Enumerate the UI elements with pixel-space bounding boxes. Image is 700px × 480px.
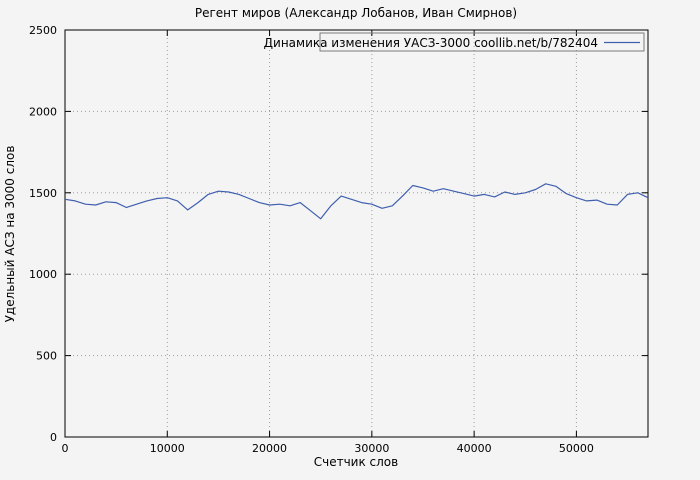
x-axis-label: Счетчик слов (314, 455, 398, 469)
x-tick-label: 10000 (150, 442, 185, 455)
x-tick-label: 50000 (559, 442, 594, 455)
y-tick-label: 1500 (29, 187, 57, 200)
y-tick-label: 1000 (29, 268, 57, 281)
series-line (64, 183, 649, 220)
legend-box (319, 32, 645, 52)
x-tick-label: 30000 (354, 442, 389, 455)
x-tick-label: 40000 (457, 442, 492, 455)
y-tick-label: 2000 (29, 105, 57, 118)
y-tick-label: 0 (50, 431, 57, 444)
plot-frame (64, 29, 649, 438)
chart-title: Регент миров (Александр Лобанов, Иван См… (195, 6, 517, 20)
x-tick-label: 0 (62, 442, 69, 455)
y-tick-label: 2500 (29, 24, 57, 37)
x-tick-label: 20000 (252, 442, 287, 455)
legend-label: Динамика изменения УАСЗ-3000 coollib.net… (264, 36, 598, 50)
y-axis-label: Удельный АСЗ на 3000 слов (3, 146, 17, 323)
y-tick-label: 500 (36, 350, 57, 363)
